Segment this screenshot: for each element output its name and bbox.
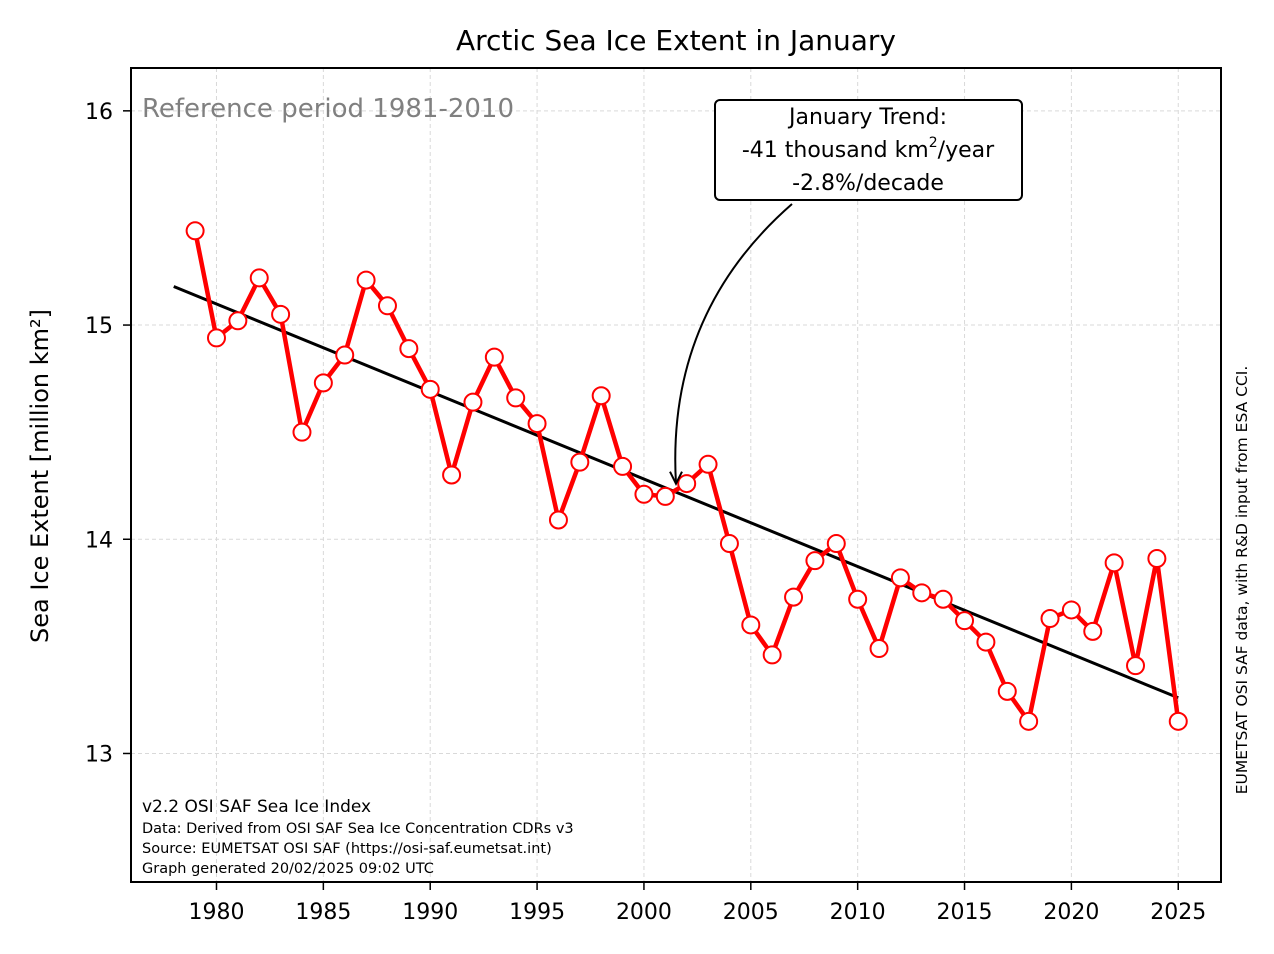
- data-point-1999: [613, 456, 633, 476]
- footer-line1: v2.2 OSI SAF Sea Ice Index: [142, 797, 371, 817]
- data-point-1998: [591, 386, 611, 406]
- annotation-line1: January Trend:: [787, 105, 947, 130]
- data-point-2024: [1147, 549, 1167, 569]
- y-axis-label-text: Sea Ice Extent [million km²]: [26, 309, 54, 643]
- data-point-2007: [784, 587, 804, 607]
- data-point-1990: [420, 379, 440, 399]
- data-point-1992: [463, 392, 483, 412]
- footer-line3: Source: EUMETSAT OSI SAF (https://osi-sa…: [142, 841, 552, 857]
- axis-ticks: 1980 1985 1990 1995 2000 2005 2010 2015 2020 2025…: [85, 100, 1206, 925]
- x-tick-label: 1985: [295, 900, 351, 925]
- data-point-2001: [655, 486, 675, 506]
- data-point-2011: [869, 639, 889, 659]
- data-point-2016: [976, 632, 996, 652]
- data-point-2009: [826, 534, 846, 554]
- data-point-1995: [527, 414, 547, 434]
- y-tick-label: 13: [85, 742, 113, 767]
- data-point-2014: [933, 589, 953, 609]
- data-point-2012: [890, 568, 910, 588]
- data-point-2019: [1040, 609, 1060, 629]
- data-point-2020: [1061, 600, 1081, 620]
- data-point-1991: [442, 465, 462, 485]
- data-point-2010: [848, 589, 868, 609]
- annotation-arrowhead: [669, 471, 683, 486]
- reference-period-text: Reference period 1981-2010: [142, 94, 514, 124]
- data-point-2017: [997, 681, 1017, 701]
- data-point-1986: [335, 345, 355, 365]
- data-point-2002: [677, 474, 697, 494]
- x-tick-label: 1980: [188, 900, 244, 925]
- data-point-1981: [228, 311, 248, 331]
- data-point-1997: [570, 452, 590, 472]
- data-point-1983: [271, 304, 291, 324]
- data-point-1989: [399, 339, 419, 359]
- data-point-1993: [484, 347, 504, 367]
- annotation-box: [714, 99, 1023, 201]
- y-tick-label: 16: [85, 100, 113, 125]
- data-point-1982: [249, 268, 269, 288]
- y-tick-label: 15: [85, 314, 113, 339]
- data-point-2000: [634, 484, 654, 504]
- x-tick-label: 1990: [402, 900, 458, 925]
- footer-line4: Graph generated 20/02/2025 09:02 UTC: [142, 861, 434, 877]
- plot-frame: [130, 67, 1222, 883]
- trend-annotation: January Trend: -41 thousand km2/year -2.…: [669, 99, 1023, 486]
- series-group: [185, 221, 1188, 731]
- data-point-2021: [1083, 621, 1103, 641]
- data-point-1985: [313, 373, 333, 393]
- x-tick-label: 2010: [830, 900, 886, 925]
- x-tick-label: 2020: [1043, 900, 1099, 925]
- footer-text: v2.2 OSI SAF Sea Ice Index Data: Derived…: [142, 797, 574, 877]
- x-tick-label: 2000: [616, 900, 672, 925]
- data-point-2015: [955, 611, 975, 631]
- data-point-1979: [185, 221, 205, 241]
- footer-line2: Data: Derived from OSI SAF Sea Ice Conce…: [142, 821, 574, 837]
- annotation-line2: -41 thousand km2/year: [742, 135, 995, 163]
- y-tick-label: 14: [85, 528, 113, 553]
- data-point-2013: [912, 583, 932, 603]
- chart-title: Arctic Sea Ice Extent in January: [456, 24, 896, 57]
- annotation-arrow: [674, 203, 793, 484]
- data-point-2003: [698, 454, 718, 474]
- annotation-line3: -2.8%/decade: [792, 171, 944, 196]
- x-tick-label: 1995: [509, 900, 565, 925]
- y-axis-label: Sea Ice Extent [million km²]: [26, 309, 54, 643]
- data-point-1987: [356, 270, 376, 290]
- x-tick-label: 2015: [937, 900, 993, 925]
- data-point-1996: [548, 510, 568, 530]
- data-point-1984: [292, 422, 312, 442]
- side-credit-text: EUMETSAT OSI SAF data, with R&D input fr…: [1233, 366, 1251, 795]
- data-point-1994: [506, 388, 526, 408]
- data-point-1988: [377, 296, 397, 316]
- data-point-2008: [805, 551, 825, 571]
- data-point-2023: [1126, 656, 1146, 676]
- data-point-2018: [1019, 711, 1039, 731]
- annotation-line2-post: /year: [938, 138, 995, 163]
- data-point-2006: [762, 645, 782, 665]
- data-point-2004: [719, 534, 739, 554]
- annotation-line2-pre: -41 thousand km: [742, 138, 929, 163]
- annotation-line2-sup: 2: [929, 135, 938, 151]
- data-point-2022: [1104, 553, 1124, 573]
- x-tick-label: 2025: [1150, 900, 1206, 925]
- data-point-1980: [206, 328, 226, 348]
- data-point-2005: [741, 615, 761, 635]
- grid: [131, 68, 1221, 882]
- data-point-2025: [1168, 711, 1188, 731]
- x-tick-label: 2005: [723, 900, 779, 925]
